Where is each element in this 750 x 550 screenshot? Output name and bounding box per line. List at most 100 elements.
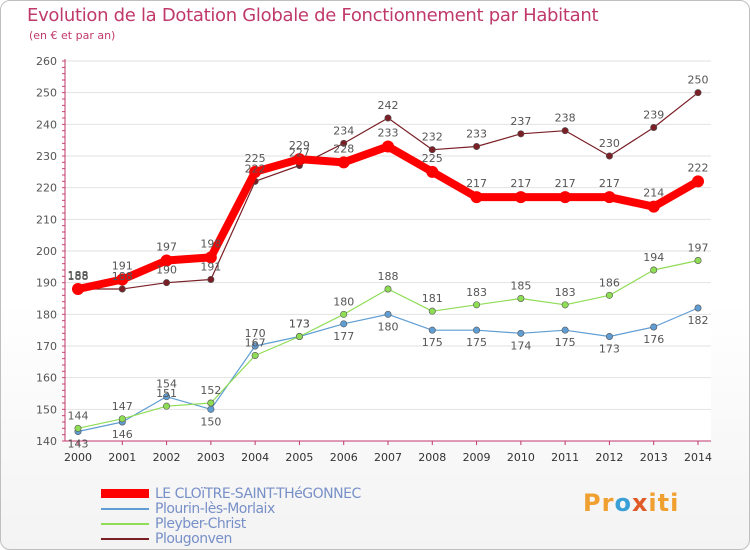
data-point-pleyber-christ (118, 415, 126, 423)
legend-label: Plourin-lès-Morlaix (155, 500, 275, 517)
data-point-plougonven (384, 114, 392, 122)
data-point-pleyber-christ (650, 266, 658, 274)
data-label-le-cloi-tre-saint-the-gonnec: 198 (200, 237, 221, 250)
data-label-plougonven: 227 (289, 147, 310, 160)
data-label-le-cloi-tre-saint-the-gonnec: 229 (289, 139, 310, 152)
y-tick-label: 170 (36, 340, 57, 353)
data-label-plougonven: 191 (200, 261, 221, 274)
data-label-plourin-le-s-morlaix: 150 (200, 415, 221, 428)
data-label-le-cloi-tre-saint-the-gonnec: 233 (378, 127, 399, 140)
data-point-plourin-le-s-morlaix (561, 326, 569, 334)
proxiti-logo: Proxiti (583, 489, 680, 517)
data-label-pleyber-christ: 183 (466, 286, 487, 299)
data-point-le-cloi-tre-saint-the-gonnec (72, 283, 84, 295)
legend-label: LE CLOïTRE-SAINT-THéGONNEC (155, 485, 361, 502)
data-point-pleyber-christ (384, 285, 392, 293)
y-tick-label: 210 (36, 213, 57, 226)
data-label-pleyber-christ: 144 (68, 409, 89, 422)
data-point-plourin-le-s-morlaix (694, 304, 702, 312)
data-label-plougonven: 238 (555, 112, 576, 125)
y-tick-label: 180 (36, 308, 57, 321)
data-point-plougonven (473, 143, 481, 151)
y-tick-label: 140 (36, 435, 57, 448)
data-point-plourin-le-s-morlaix (251, 342, 259, 350)
data-label-plourin-le-s-morlaix: 174 (510, 339, 531, 352)
data-label-pleyber-christ: 147 (112, 400, 133, 413)
data-point-le-cloi-tre-saint-the-gonnec (160, 254, 173, 267)
data-label-le-cloi-tre-saint-the-gonnec: 228 (333, 142, 354, 155)
chart-legend: LE CLOïTRE-SAINT-THéGONNEC Plourin-lès-Mo… (101, 485, 361, 547)
data-point-pleyber-christ (473, 301, 481, 309)
data-label-le-cloi-tre-saint-the-gonnec: 214 (643, 187, 664, 200)
legend-swatch (101, 537, 149, 540)
legend-swatch (101, 522, 149, 525)
data-label-pleyber-christ: 194 (643, 251, 664, 264)
data-label-plougonven: 222 (245, 162, 266, 175)
legend-item-plougonven: Plougonven (101, 530, 361, 547)
data-point-le-cloi-tre-saint-the-gonnec (116, 273, 129, 286)
data-label-plourin-le-s-morlaix: 176 (643, 333, 664, 346)
data-point-le-cloi-tre-saint-the-gonnec (293, 153, 306, 166)
data-label-pleyber-christ: 152 (200, 384, 221, 397)
legend-item-plourin-le-s-morlaix: Plourin-lès-Morlaix (101, 500, 361, 517)
x-tick-label: 2003 (197, 451, 225, 464)
y-tick-label: 250 (36, 87, 57, 100)
x-tick-label: 2014 (684, 451, 712, 464)
data-label-plourin-le-s-morlaix: 175 (555, 336, 576, 349)
data-label-pleyber-christ: 185 (510, 280, 531, 293)
data-label-le-cloi-tre-saint-the-gonnec: 217 (599, 177, 620, 190)
data-label-pleyber-christ: 186 (599, 276, 620, 289)
legend-label: Pleyber-Christ (155, 515, 246, 532)
x-tick-label: 2013 (640, 451, 668, 464)
chart-subtitle: (en € et par an) (29, 29, 116, 42)
data-point-le-cloi-tre-saint-the-gonnec (249, 165, 262, 178)
data-point-plourin-le-s-morlaix (605, 332, 613, 340)
legend-item-le-cloi-tre-saint-the-gonnec: LE CLOïTRE-SAINT-THéGONNEC (101, 485, 361, 502)
x-tick-label: 2012 (595, 451, 623, 464)
data-point-plourin-le-s-morlaix (650, 323, 658, 331)
data-label-plougonven: 190 (156, 264, 177, 277)
data-label-plourin-le-s-morlaix: 170 (245, 327, 266, 340)
y-tick-label: 190 (36, 277, 57, 290)
data-point-pleyber-christ (207, 399, 215, 407)
legend-label: Plougonven (155, 530, 232, 547)
data-point-plourin-le-s-morlaix (340, 320, 348, 328)
data-label-pleyber-christ: 188 (378, 270, 399, 283)
data-point-le-cloi-tre-saint-the-gonnec (337, 156, 350, 169)
data-label-le-cloi-tre-saint-the-gonnec: 217 (555, 177, 576, 190)
data-point-plougonven (561, 127, 569, 135)
data-point-le-cloi-tre-saint-the-gonnec (514, 191, 527, 204)
data-label-plougonven: 188 (68, 270, 89, 283)
data-point-pleyber-christ (694, 256, 702, 264)
data-label-plougonven: 188 (112, 270, 133, 283)
data-label-plougonven: 230 (599, 137, 620, 150)
data-point-le-cloi-tre-saint-the-gonnec (204, 251, 217, 264)
data-label-le-cloi-tre-saint-the-gonnec: 191 (112, 260, 133, 273)
data-label-plougonven: 232 (422, 131, 443, 144)
data-label-plourin-le-s-morlaix: 182 (688, 314, 709, 327)
data-point-plougonven (163, 279, 171, 287)
data-point-le-cloi-tre-saint-the-gonnec (559, 191, 572, 204)
data-label-pleyber-christ: 183 (555, 286, 576, 299)
x-tick-label: 2002 (153, 451, 181, 464)
y-tick-label: 200 (36, 245, 57, 258)
data-label-le-cloi-tre-saint-the-gonnec: 188 (68, 269, 89, 282)
data-label-plourin-le-s-morlaix: 175 (466, 336, 487, 349)
data-point-pleyber-christ (517, 294, 525, 302)
data-point-pleyber-christ (74, 424, 82, 432)
data-label-le-cloi-tre-saint-the-gonnec: 217 (510, 177, 531, 190)
data-label-plourin-le-s-morlaix: 175 (422, 336, 443, 349)
y-tick-label: 260 (36, 55, 57, 68)
data-point-pleyber-christ (163, 402, 171, 410)
data-label-pleyber-christ: 167 (245, 337, 266, 350)
data-point-pleyber-christ (295, 332, 303, 340)
data-label-plougonven: 239 (643, 109, 664, 122)
y-tick-label: 220 (36, 182, 57, 195)
y-tick-label: 150 (36, 403, 57, 416)
data-point-le-cloi-tre-saint-the-gonnec (382, 140, 394, 153)
data-point-pleyber-christ (251, 351, 259, 359)
data-point-plougonven (207, 275, 215, 283)
data-label-pleyber-christ: 180 (333, 295, 354, 308)
data-point-le-cloi-tre-saint-the-gonnec (426, 165, 439, 178)
